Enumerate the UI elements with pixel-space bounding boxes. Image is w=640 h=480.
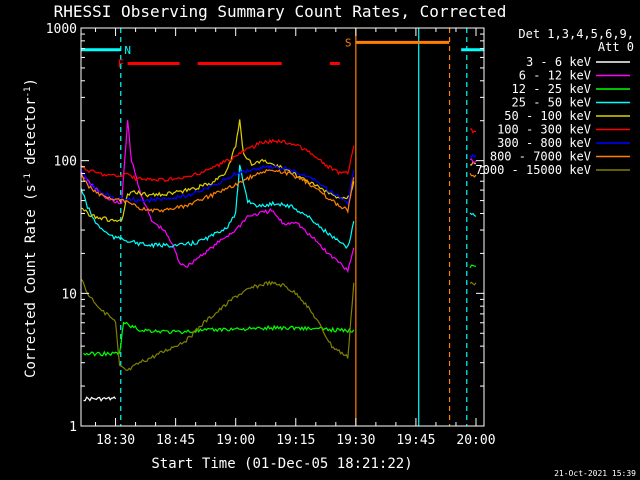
legend-entry-label: 50 - 100 keV bbox=[504, 109, 591, 123]
flag-label-s: S bbox=[345, 36, 352, 49]
post-gap-segment-7 bbox=[469, 264, 477, 269]
y-tick-label: 1000 bbox=[46, 22, 77, 37]
legend-entry-label: 6 - 12 keV bbox=[519, 69, 591, 83]
legend-entry-label: 800 - 7000 keV bbox=[490, 150, 591, 164]
flag-label-n: N bbox=[124, 44, 131, 57]
x-tick-label: 18:45 bbox=[156, 433, 195, 448]
x-axis-label: Start Time (01-Dec-05 18:21:22) bbox=[151, 456, 412, 472]
legend-entry-label: 3 - 6 keV bbox=[526, 55, 591, 69]
legend-title-line2: Att 0 bbox=[598, 40, 634, 54]
post-gap-segment-5 bbox=[469, 212, 477, 217]
y-tick-label: 10 bbox=[61, 287, 77, 302]
post-gap-segment-1 bbox=[469, 128, 477, 134]
chart-title: RHESSI Observing Summary Count Rates, Co… bbox=[54, 2, 507, 21]
series-line-25-50-kev bbox=[80, 164, 355, 249]
y-axis-label: Corrected Count Rate (s-1 detector-1) bbox=[23, 78, 39, 378]
legend-entry-label: 7000 - 15000 keV bbox=[475, 163, 591, 177]
legend-entry-label: 300 - 800 keV bbox=[497, 136, 591, 150]
post-gap-segment-2 bbox=[469, 153, 477, 159]
x-tick-label: 19:30 bbox=[336, 433, 375, 448]
x-tick-label: 18:30 bbox=[96, 433, 135, 448]
x-tick-label: 19:15 bbox=[276, 433, 315, 448]
footer-date: 21-Oct-2021 15:39 bbox=[554, 469, 636, 478]
x-tick-label: 20:00 bbox=[456, 433, 495, 448]
series-line-300-800-kev bbox=[80, 164, 355, 207]
flag-label-f: F bbox=[118, 58, 125, 71]
series-line-6-12-kev bbox=[80, 120, 355, 274]
x-tick-label: 19:45 bbox=[396, 433, 435, 448]
legend-title-line1: Det 1,3,4,5,6,9, bbox=[518, 27, 634, 41]
legend-entry-label: 12 - 25 keV bbox=[512, 82, 591, 96]
y-tick-label: 1 bbox=[69, 420, 77, 435]
plot-frame bbox=[80, 27, 485, 427]
x-tick-label: 19:00 bbox=[216, 433, 255, 448]
series-line-100-300-kev bbox=[80, 138, 355, 183]
series-line-12-25-kev bbox=[83, 321, 355, 357]
series-line-3-6-kev bbox=[83, 396, 117, 402]
post-gap-segment-8 bbox=[469, 158, 477, 164]
series-line-7000-15000-kev bbox=[80, 278, 355, 372]
y-tick-label: 100 bbox=[54, 155, 77, 170]
legend-entry-label: 25 - 50 keV bbox=[512, 96, 591, 110]
series-line-800-7000-kev bbox=[80, 169, 355, 214]
legend-entry-label: 100 - 300 keV bbox=[497, 123, 591, 137]
post-gap-segment-4 bbox=[469, 172, 477, 178]
post-gap-segment-6 bbox=[469, 281, 477, 286]
